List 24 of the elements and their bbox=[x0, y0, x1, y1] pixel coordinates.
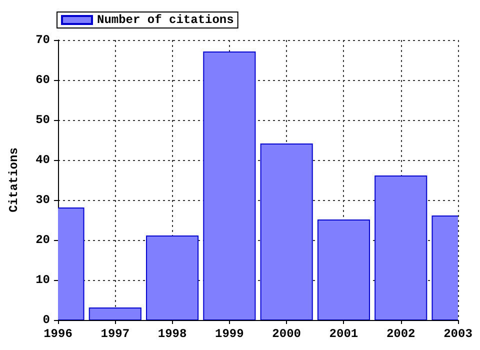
bar bbox=[146, 236, 199, 320]
x-tick-label: 1999 bbox=[215, 327, 244, 341]
x-tick-label: 2002 bbox=[386, 327, 416, 341]
legend-label: Number of citations bbox=[97, 13, 234, 27]
x-tick-label: 2001 bbox=[329, 327, 358, 341]
y-tick-label: 30 bbox=[36, 193, 50, 207]
bar bbox=[374, 176, 428, 320]
x-tick-label: 2003 bbox=[444, 327, 472, 341]
x-tick-label: 1996 bbox=[44, 327, 72, 341]
y-axis-title: Citations bbox=[7, 148, 21, 212]
y-tick-label: 10 bbox=[36, 273, 50, 287]
bar bbox=[88, 308, 142, 320]
bar bbox=[317, 220, 370, 320]
x-tick-label: 2000 bbox=[272, 327, 301, 341]
y-tick-label: 70 bbox=[36, 33, 50, 47]
y-tick-label: 0 bbox=[42, 313, 50, 327]
bar bbox=[203, 52, 256, 320]
bar bbox=[260, 144, 313, 320]
y-tick-label: 60 bbox=[36, 73, 50, 87]
y-tick-label: 40 bbox=[36, 153, 50, 167]
x-tick-label: 1998 bbox=[158, 327, 187, 341]
x-tick-label: 1997 bbox=[100, 327, 130, 341]
y-tick-label: 50 bbox=[36, 113, 50, 127]
y-tick-label: 20 bbox=[36, 233, 50, 247]
